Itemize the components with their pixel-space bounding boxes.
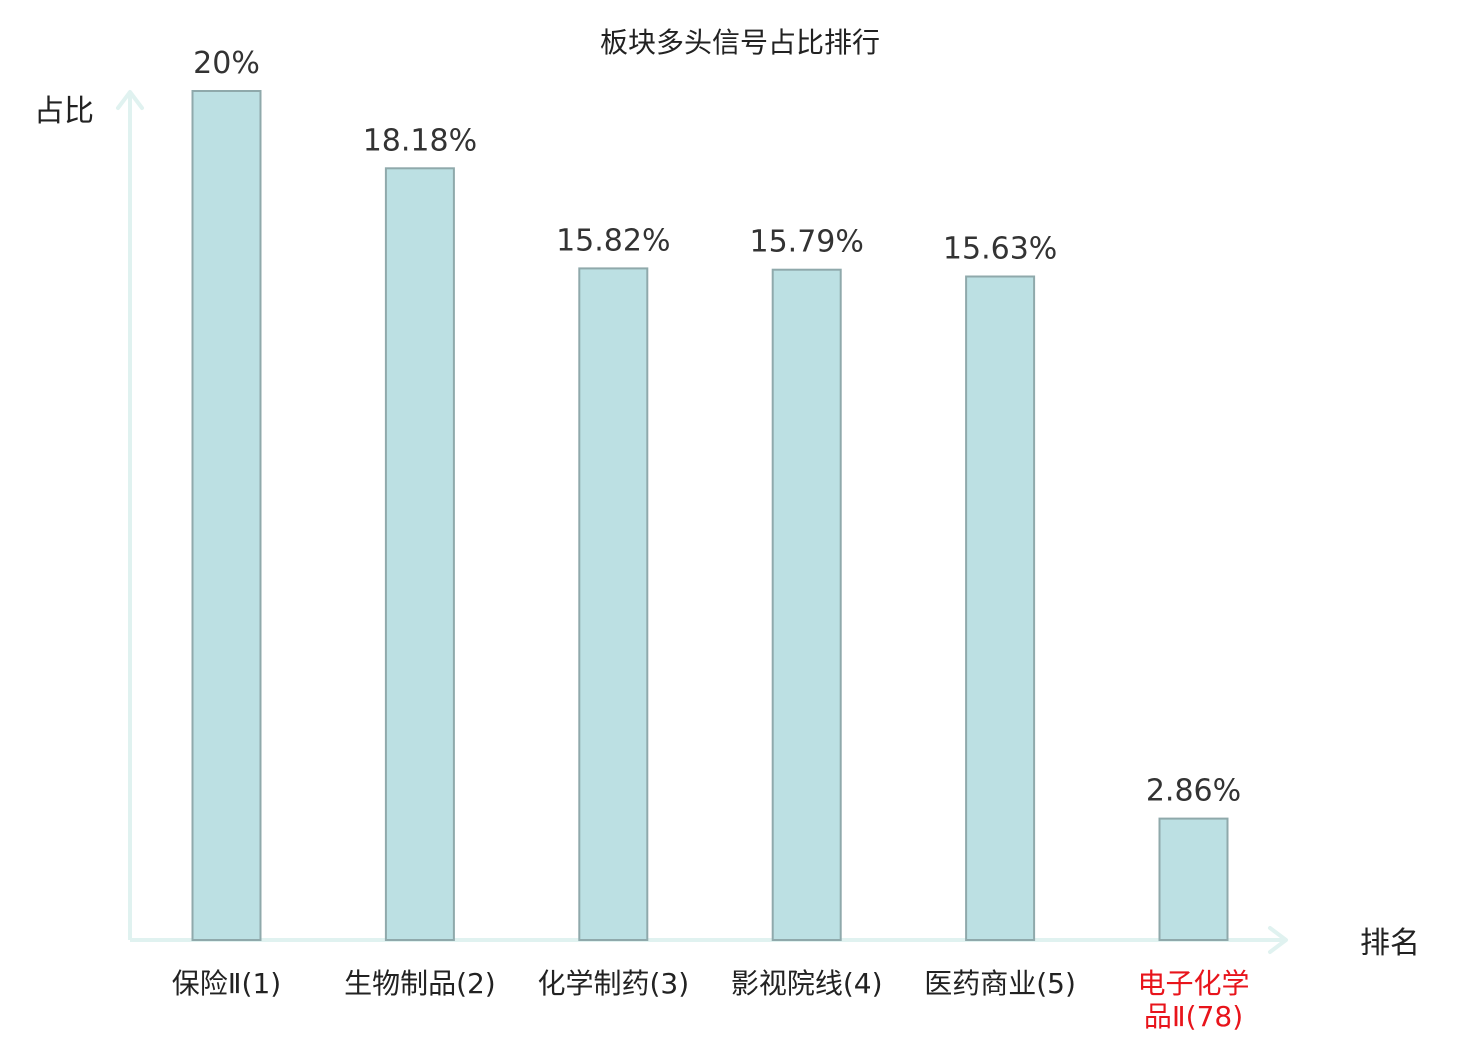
category-label-6: 电子化学品Ⅱ(78): [1137, 967, 1249, 1033]
x-axis-label: 排名: [1360, 926, 1420, 961]
value-label-4: 15.79%: [750, 225, 864, 260]
value-label-3: 15.82%: [556, 223, 670, 258]
category-label-1: 保险Ⅱ(1): [172, 967, 281, 1000]
value-label-6: 2.86%: [1146, 774, 1241, 809]
category-label-5: 医药商业(5): [924, 967, 1076, 1000]
value-label-2: 18.18%: [363, 123, 477, 158]
category-label-4: 影视院线(4): [731, 967, 883, 1000]
bar-5: [965, 275, 1036, 941]
bar-1: [191, 90, 262, 941]
bar-6: [1158, 817, 1229, 941]
category-labels-group: 保险Ⅱ(1) 生物制品(2) 化学制药(3) 影视院线(4) 医药商业(5) 电子化学品Ⅱ…: [172, 967, 1250, 1033]
y-axis: [116, 90, 144, 940]
category-label-3: 化学制药(3): [537, 967, 689, 1000]
bar-4: [771, 268, 842, 941]
category-label-2: 生物制品(2): [344, 967, 496, 1000]
chart-title: 板块多头信号占比排行: [600, 26, 880, 59]
bars-group: [191, 90, 1229, 942]
bar-2: [384, 167, 455, 942]
bar-3: [578, 267, 649, 941]
value-label-1: 20%: [193, 46, 260, 81]
x-axis: [130, 926, 1288, 954]
value-labels-group: 20% 18.18% 15.82% 15.79% 15.63% 2.86%: [193, 46, 1241, 809]
y-axis-label: 占比: [34, 94, 94, 129]
value-label-5: 15.63%: [943, 232, 1057, 267]
